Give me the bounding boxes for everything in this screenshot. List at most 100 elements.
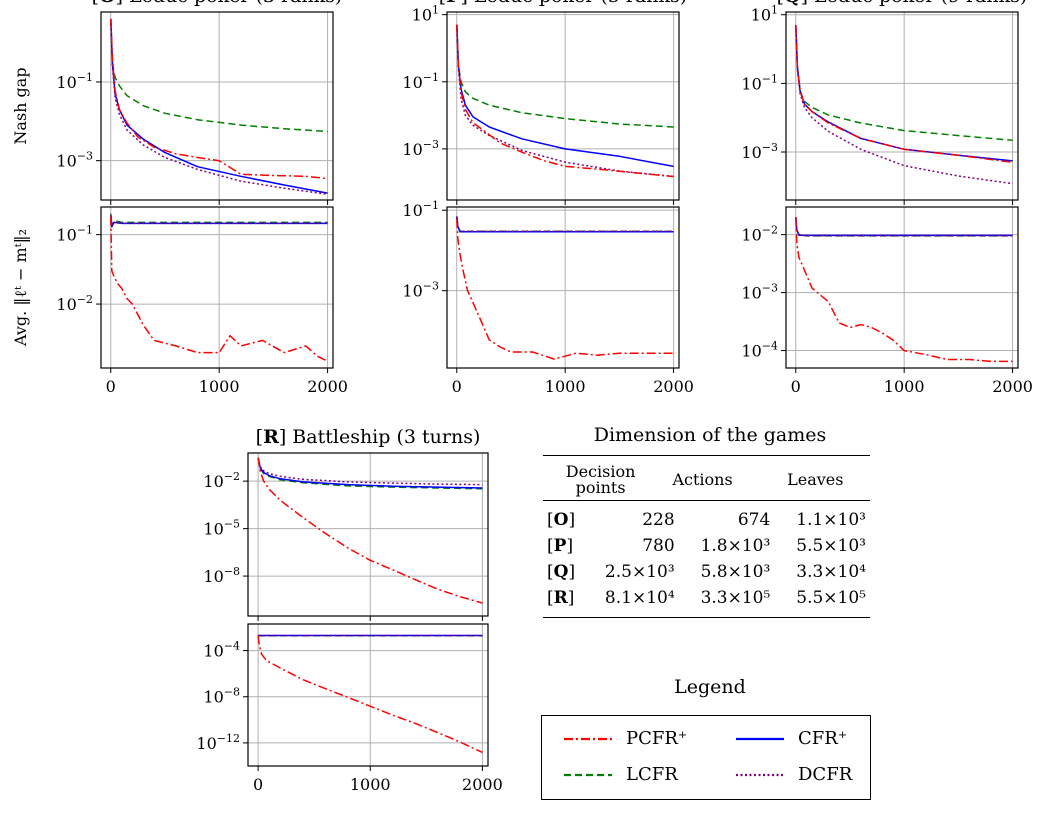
ytick-label-P-1: 10−1 [402,71,439,92]
series-line-O2-pcfrplus [110,216,328,362]
cell-decision-points: 2.5×10³ [604,562,675,582]
cell-decision-points: 780 [642,536,675,556]
cell-actions: 1.8×10³ [700,536,771,556]
ytick-label-Q-2: 10−3 [741,141,778,162]
cell-leaves: 3.3×10⁴ [796,562,866,582]
legend-label: LCFR [626,764,678,785]
xtick-label-Q2-1: 1000 [884,377,925,396]
ytick-label-R-0: 10−2 [203,470,240,491]
panel-title-Q: [Q] Leduc poker (9 ranks) [777,0,1028,7]
table-header-leaves: Leaves [787,470,844,489]
ytick-label-P2-0: 10−1 [402,199,439,220]
ytick-label-O-0: 10−1 [56,71,93,92]
frame-P [446,11,680,201]
panel-title-O: [O] Leduc poker (3 ranks) [92,0,343,7]
table-header-decision-points: Decision points [565,462,636,497]
series-line-Q-pcfrplus [795,25,1013,164]
ylabel-avg-norm: Avg. ‖ℓᵗ − mᵗ‖₂ [11,229,30,347]
legend-label: DCFR [798,764,853,785]
ytick-label-O2-0: 10−1 [56,224,93,245]
row-label: [R] [547,588,575,608]
series-line-P2-pcfrplus [456,219,674,360]
table-header-blank [543,456,557,496]
ytick-label-R-2: 10−8 [203,565,240,586]
ytick-label-P-0: 101 [412,4,439,25]
frame-O2 [100,206,334,369]
xtick-label-Q2-2: 2000 [992,377,1033,396]
xtick-label-P2-2: 2000 [653,377,694,396]
ytick-label-O-1: 10−3 [56,150,93,171]
legend-label: CFR⁺ [798,728,848,749]
series-group-Q [795,25,1013,185]
ytick-label-Q2-1: 10−3 [741,282,778,303]
series-line-R-dcfr [257,457,483,486]
series-line-Q2-pcfrplus [795,217,1013,363]
ytick-label-O2-1: 10−2 [56,293,93,314]
legend-swatch [736,773,784,776]
panel-R2: 0 1000 2000 [243,623,503,794]
xtick-label-R2-1: 1000 [350,775,391,794]
cell-leaves: 5.5×10³ [796,536,866,556]
ytick-label-P2-1: 10−3 [402,280,439,301]
ytick-label-R2-2: 10−12 [196,732,240,753]
frame-O [100,11,334,201]
table-body: [O] 228 674 1.1×10³ [P] 780 1.8×10³ 5.5×10³ [Q] 2… [543,507,870,611]
table-row: [P] 780 1.8×10³ 5.5×10³ [543,533,870,559]
frame-Q [785,11,1019,201]
series-group-P2 [456,216,674,360]
series-group-R2 [257,634,483,754]
table-top-rule [543,455,870,456]
legend-entry-lcfr: LCFR [560,764,678,785]
series-group-R [257,457,483,604]
ylabel-nash-gap: Nash gap [11,67,30,144]
panel-P2: 0 1000 2000 [442,206,694,396]
frame-Q2 [785,206,1019,369]
table-bottom-rule [543,617,870,618]
panel-O: [O] Leduc poker (3 ranks) Nash gap [11,0,342,205]
cell-decision-points: 228 [642,510,675,530]
xtick-label-O2-0: 0 [106,377,116,396]
legend-entry-dcfr: DCFR [732,764,852,785]
cell-leaves: 1.1×10³ [796,510,866,530]
series-group-Q2 [795,217,1013,363]
xtick-label-O2-2: 2000 [307,377,348,396]
legend-entry-pcfrplus: PCFR⁺ [560,728,687,749]
dimension-table-title: Dimension of the games [593,424,827,446]
cell-actions: 674 [737,510,771,530]
dimension-table: Decision points Actions Leaves [O] 228 674… [543,455,870,618]
series-line-Q2-dcfr [795,217,1013,237]
legend-box: PCFR⁺ CFR⁺ LCFR DCFR [541,715,871,800]
ytick-label-R-1: 10−5 [203,518,240,539]
panel-Q: [Q] Leduc poker (9 ranks) [777,0,1028,205]
ytick-label-Q2-2: 10−4 [741,340,778,361]
series-line-O-pcfrplus [110,18,328,180]
panel-R: [R] Battleship (3 turns) [243,426,489,621]
series-line-R-cfrplus [257,457,483,489]
cell-leaves: 5.5×10⁵ [796,588,866,608]
legend-swatch [736,737,784,740]
ytick-label-R2-1: 10−8 [203,686,240,707]
frame-R [247,452,489,617]
series-group-P [456,24,674,178]
series-line-R2-pcfrplus [257,635,483,754]
series-line-R-pcfrplus [257,457,483,604]
series-group-O [110,18,328,196]
table-row: [O] 228 674 1.1×10³ [543,507,870,533]
panel-title-R: [R] Battleship (3 turns) [256,426,481,448]
row-label: [Q] [547,562,576,582]
frame-R2 [247,623,489,767]
xtick-label-R2-2: 2000 [462,775,503,794]
series-line-O2-dcfr [110,215,328,226]
series-group-O2 [110,213,328,362]
ytick-label-Q-0: 101 [751,4,778,25]
legend-title: Legend [674,676,746,698]
panel-O2: 0 1000 2000 Avg. ‖ℓᵗ − mᵗ‖₂ [11,206,348,396]
panel-title-P: [P] Leduc poker (5 ranks) [439,0,687,7]
xtick-label-R2-0: 0 [253,775,263,794]
ytick-label-P-2: 10−3 [402,138,439,159]
legend-swatch [564,773,612,776]
xtick-label-P2-1: 1000 [545,377,586,396]
row-label: [O] [547,510,576,530]
series-line-Q-lcfr [795,25,1013,142]
